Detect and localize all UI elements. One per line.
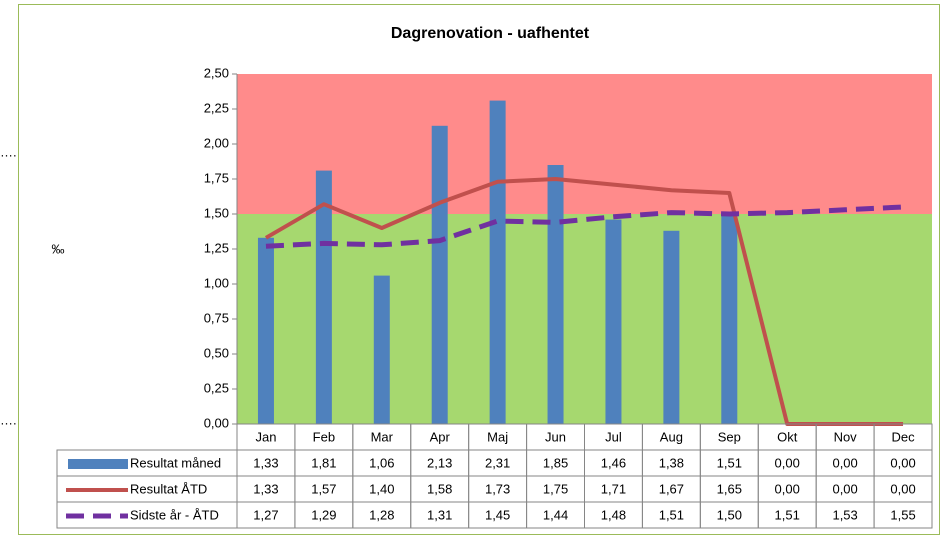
legend-label: Resultat måned bbox=[130, 455, 221, 470]
chart-title: Dagrenovation - uafhentet bbox=[391, 25, 590, 42]
bar bbox=[547, 165, 564, 424]
table-value: 1,55 bbox=[890, 507, 915, 522]
legend-swatch bbox=[68, 459, 128, 469]
table-value: 1,44 bbox=[543, 507, 568, 522]
bar bbox=[257, 237, 274, 424]
legend-label: Sidste år - ÅTD bbox=[130, 507, 219, 522]
table-value: 1,75 bbox=[543, 481, 568, 496]
table-value: 1,58 bbox=[427, 481, 452, 496]
y-tick-label: 1,75 bbox=[204, 170, 229, 185]
table-value: 1,31 bbox=[427, 507, 452, 522]
table-value: 1,51 bbox=[775, 507, 800, 522]
x-tick-label: Nov bbox=[834, 429, 858, 444]
table-value: 1,06 bbox=[369, 455, 394, 470]
x-tick-label: Mar bbox=[371, 429, 394, 444]
table-value: 1,71 bbox=[601, 481, 626, 496]
table-value: 1,51 bbox=[659, 507, 684, 522]
annotation: …. bbox=[0, 144, 17, 159]
legend-label: Resultat ÅTD bbox=[130, 481, 207, 496]
bar bbox=[663, 230, 680, 424]
band bbox=[237, 74, 932, 214]
table-value: 1,57 bbox=[311, 481, 336, 496]
y-axis-label: ‰ bbox=[52, 241, 65, 256]
table-value: 0,00 bbox=[832, 481, 857, 496]
y-tick-label: 1,00 bbox=[204, 275, 229, 290]
table-value: 1,45 bbox=[485, 507, 510, 522]
x-tick-label: Okt bbox=[777, 429, 798, 444]
table-value: 2,13 bbox=[427, 455, 452, 470]
bar bbox=[373, 275, 390, 424]
x-tick-label: Jan bbox=[255, 429, 276, 444]
table-value: 0,00 bbox=[775, 455, 800, 470]
band bbox=[237, 214, 932, 424]
y-tick-label: 1,50 bbox=[204, 205, 229, 220]
bar bbox=[605, 219, 622, 424]
x-tick-label: Sep bbox=[718, 429, 741, 444]
table-value: 1,40 bbox=[369, 481, 394, 496]
x-tick-label: Dec bbox=[891, 429, 915, 444]
table-value: 1,73 bbox=[485, 481, 510, 496]
bar bbox=[721, 212, 738, 424]
table-value: 1,27 bbox=[253, 507, 278, 522]
table-value: 0,00 bbox=[890, 481, 915, 496]
table-value: 1,51 bbox=[717, 455, 742, 470]
table-value: 0,00 bbox=[775, 481, 800, 496]
table-value: 2,31 bbox=[485, 455, 510, 470]
table-value: 1,85 bbox=[543, 455, 568, 470]
bar bbox=[431, 125, 448, 425]
table-value: 1,28 bbox=[369, 507, 394, 522]
annotation: …. bbox=[0, 412, 17, 427]
table-value: 1,81 bbox=[311, 455, 336, 470]
table-value: 1,67 bbox=[659, 481, 684, 496]
x-tick-label: Jul bbox=[605, 429, 622, 444]
x-tick-label: Feb bbox=[313, 429, 335, 444]
table-value: 1,33 bbox=[253, 455, 278, 470]
y-tick-label: 2,50 bbox=[204, 65, 229, 80]
table-value: 1,48 bbox=[601, 507, 626, 522]
y-tick-label: 2,25 bbox=[204, 100, 229, 115]
table-value: 1,38 bbox=[659, 455, 684, 470]
x-tick-label: Aug bbox=[660, 429, 683, 444]
table-value: 1,46 bbox=[601, 455, 626, 470]
y-tick-label: 0,50 bbox=[204, 345, 229, 360]
table-value: 0,00 bbox=[832, 455, 857, 470]
table-value: 1,33 bbox=[253, 481, 278, 496]
y-tick-label: 0,75 bbox=[204, 310, 229, 325]
table-value: 1,50 bbox=[717, 507, 742, 522]
y-tick-label: 0,25 bbox=[204, 380, 229, 395]
table-value: 0,00 bbox=[890, 455, 915, 470]
bar bbox=[315, 170, 332, 424]
x-tick-label: Maj bbox=[487, 429, 508, 444]
table-value: 1,65 bbox=[717, 481, 742, 496]
table-cell bbox=[873, 501, 933, 529]
table-value: 1,29 bbox=[311, 507, 336, 522]
x-tick-label: Apr bbox=[430, 429, 451, 444]
y-tick-label: 0,00 bbox=[204, 415, 229, 430]
y-tick-label: 2,00 bbox=[204, 135, 229, 150]
bar bbox=[489, 100, 506, 424]
table-value: 1,53 bbox=[832, 507, 857, 522]
x-tick-label: Jun bbox=[545, 429, 566, 444]
y-tick-label: 1,25 bbox=[204, 240, 229, 255]
